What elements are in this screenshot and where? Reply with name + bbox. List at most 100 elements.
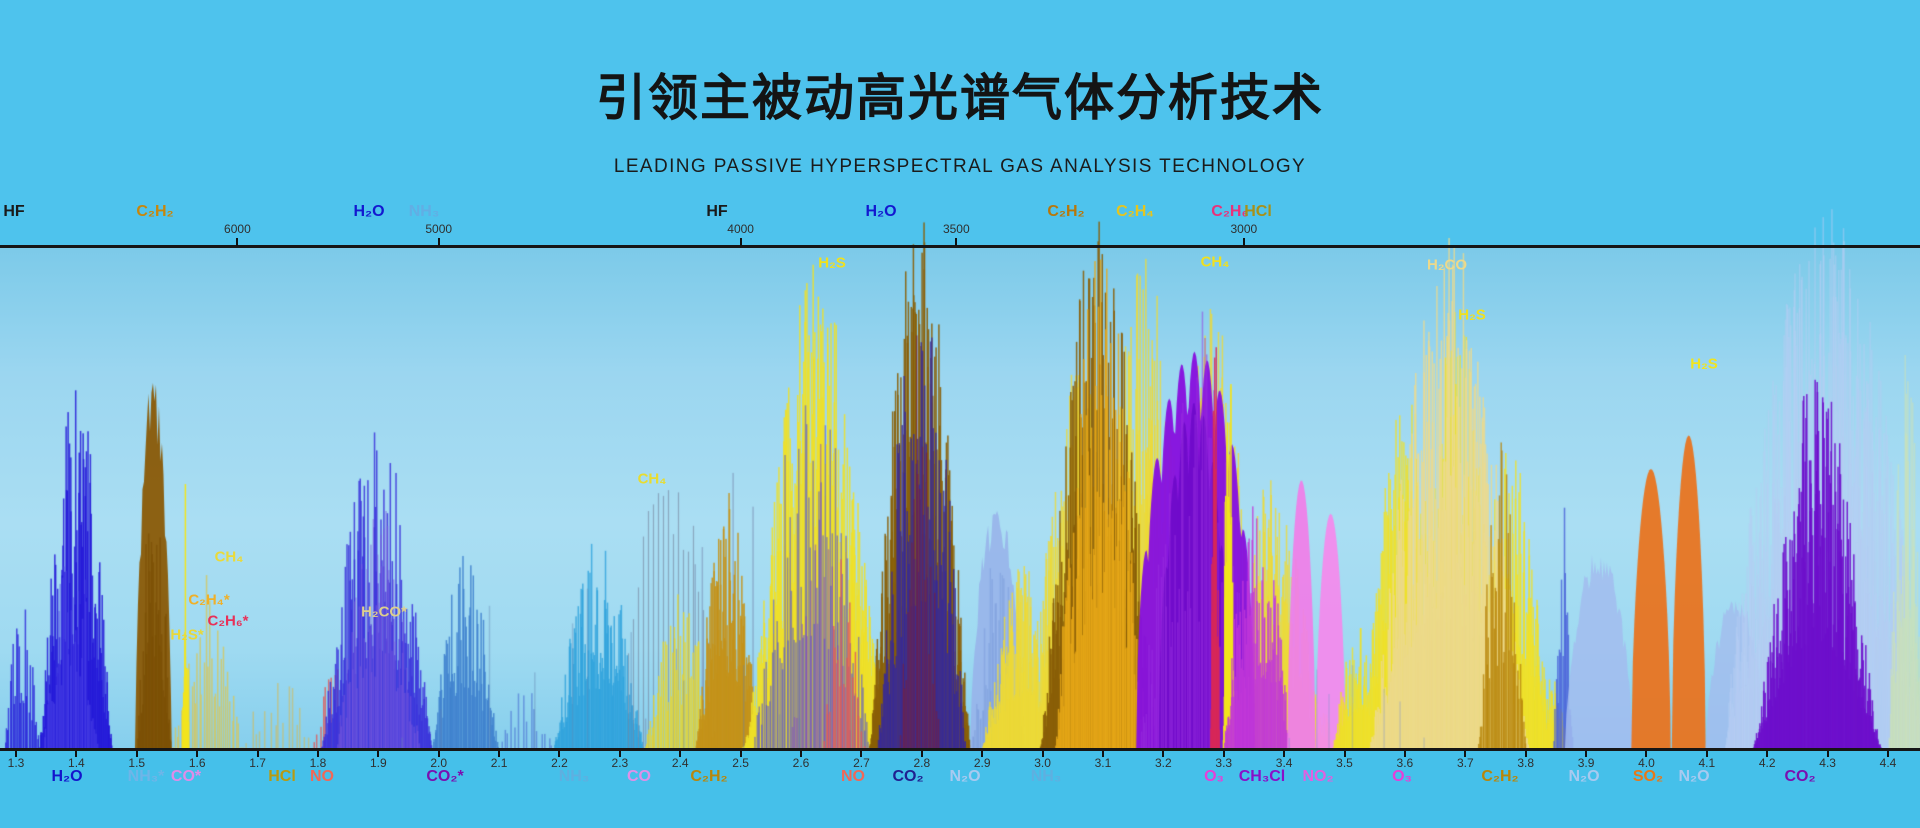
wavelength-tick (1886, 751, 1889, 757)
wavelength-tick (1343, 751, 1346, 757)
wavelength-tick-label: 3.7 (1456, 756, 1474, 770)
wavelength-tick-label: 2.0 (430, 756, 448, 770)
wavelength-tick-label: 3.0 (1034, 756, 1051, 770)
wavenumber-tick (955, 238, 958, 246)
wavelength-tick (316, 751, 319, 757)
bottom-gas-label: C₂H₂ (690, 768, 728, 785)
wavelength-tick-label: 4.4 (1879, 756, 1897, 770)
wavelength-tick-label: 1.3 (7, 756, 25, 770)
wavelength-tick (860, 751, 863, 757)
wavelength-tick (437, 751, 440, 757)
wavenumber-tick-label: 3000 (1230, 222, 1258, 236)
wavelength-tick (75, 751, 78, 757)
wavelength-tick-label: 3.4 (1275, 756, 1293, 770)
wavelength-tick (498, 751, 501, 757)
wavelength-tick (679, 751, 682, 757)
bottom-gas-label: CH₃Cl (1238, 768, 1286, 785)
wavelength-tick (196, 751, 199, 757)
in-chart-gas-label: CH₄ (214, 548, 244, 566)
wavelength-tick-label: 3.9 (1577, 756, 1595, 770)
top-gas-label: HCl (1244, 203, 1272, 220)
wavelength-tick (920, 751, 923, 757)
wavenumber-tick-label: 6000 (224, 222, 251, 236)
bottom-gas-label: CO₂ (1784, 768, 1816, 785)
bottom-gas-label: NH₃* (127, 768, 165, 785)
in-chart-gas-label: CH₄ (637, 470, 667, 488)
page-title: 引领主被动高光谱气体分析技术 (596, 70, 1324, 126)
wavelength-tick-label: 4.3 (1819, 756, 1836, 770)
wavelength-tick-label: 3.1 (1094, 756, 1112, 770)
wavenumber-tick (437, 238, 440, 246)
wavelength-tick-label: 2.2 (551, 756, 568, 770)
wavelength-tick-label: 1.8 (309, 756, 327, 770)
wavelength-tick-label: 3.3 (1215, 756, 1233, 770)
wavenumber-tick-label: 4000 (727, 222, 754, 236)
wavelength-tick (558, 751, 561, 757)
in-chart-gas-label: H₂S (1458, 306, 1486, 324)
in-chart-gas-label: H₂CO (1427, 256, 1467, 274)
top-gas-label: NH₃ (408, 203, 440, 220)
top-gas-label: C₂H₄ (1116, 203, 1154, 220)
wavelength-tick (800, 751, 803, 757)
top-gas-label: H₂O (865, 203, 897, 220)
wavelength-tick-label: 2.9 (973, 756, 991, 770)
wavelength-tick (1101, 751, 1104, 757)
bottom-gas-label: CO (627, 768, 651, 785)
wavelength-tick (1705, 751, 1708, 757)
bottom-gas-label: O₃ (1392, 768, 1412, 785)
in-chart-gas-label: H₂S* (170, 626, 204, 644)
wavelength-tick (981, 751, 984, 757)
wavelength-tick-label: 2.4 (671, 756, 689, 770)
wavelength-tick (739, 751, 742, 757)
bottom-gas-label: CO* (170, 768, 202, 785)
wavenumber-tick (1242, 238, 1245, 246)
top-gas-label: C₂H₆ (1211, 203, 1249, 220)
spectra-canvas (0, 189, 1920, 749)
wavenumber-tick (739, 238, 742, 246)
wavelength-tick (256, 751, 259, 757)
bottom-gas-label: O₃ (1204, 768, 1224, 785)
bottom-gas-label: N₂O (1678, 768, 1710, 785)
wavelength-tick-label: 4.2 (1758, 756, 1776, 770)
wavelength-tick (377, 751, 380, 757)
wavelength-tick (1403, 751, 1406, 757)
top-gas-label: C₂H₂ (1047, 203, 1085, 220)
wavelength-tick-label: 1.9 (369, 756, 387, 770)
wavelength-tick-label: 3.8 (1517, 756, 1535, 770)
wavelength-tick (1645, 751, 1648, 757)
wavelength-tick-label: 2.7 (853, 756, 870, 770)
top-gas-label: HF (3, 203, 25, 220)
wavelength-tick-label: 4.0 (1638, 756, 1655, 770)
bottom-gas-label: NO₂ (1302, 768, 1334, 785)
wavelength-tick (1041, 751, 1044, 757)
wavelength-tick-label: 2.1 (490, 756, 508, 770)
bottom-gas-label: HCl (268, 768, 296, 785)
wavelength-tick-label: 2.3 (611, 756, 629, 770)
bottom-gas-label: C₂H₂ (1481, 768, 1519, 785)
wavelength-tick (1162, 751, 1165, 757)
wavelength-tick (15, 751, 17, 757)
wavelength-tick-label: 3.5 (1336, 756, 1353, 770)
wavelength-tick (618, 751, 621, 757)
wavelength-tick-label: 3.6 (1396, 756, 1414, 770)
in-chart-gas-label: H₂CO* (361, 603, 407, 621)
wavelength-tick (1464, 751, 1467, 757)
in-chart-gas-label: CH₄ (1200, 253, 1230, 271)
wavelength-tick (1524, 751, 1527, 757)
wavelength-tick-label: 3.2 (1155, 756, 1172, 770)
bottom-gas-label: N₂O (949, 768, 981, 785)
wavelength-tick-label: 1.5 (128, 756, 146, 770)
bottom-gas-label: SO₂ (1632, 768, 1664, 785)
bottom-gas-label: NO (841, 768, 865, 785)
in-chart-gas-label: C₂H₄* (188, 591, 230, 609)
wavelength-tick (1222, 751, 1225, 757)
wavelength-axis-line (0, 748, 1920, 751)
wavelength-tick (1283, 751, 1286, 757)
wavelength-tick (1766, 751, 1769, 757)
in-chart-gas-label: H₂S (818, 254, 846, 272)
wavelength-tick-label: 2.8 (913, 756, 931, 770)
in-chart-gas-label: C₂H₆* (207, 612, 249, 630)
top-gas-label: C₂H₂ (136, 203, 174, 220)
page-subtitle: LEADING PASSIVE HYPERSPECTRAL GAS ANALYS… (613, 156, 1307, 177)
wavelength-tick (1826, 751, 1829, 757)
